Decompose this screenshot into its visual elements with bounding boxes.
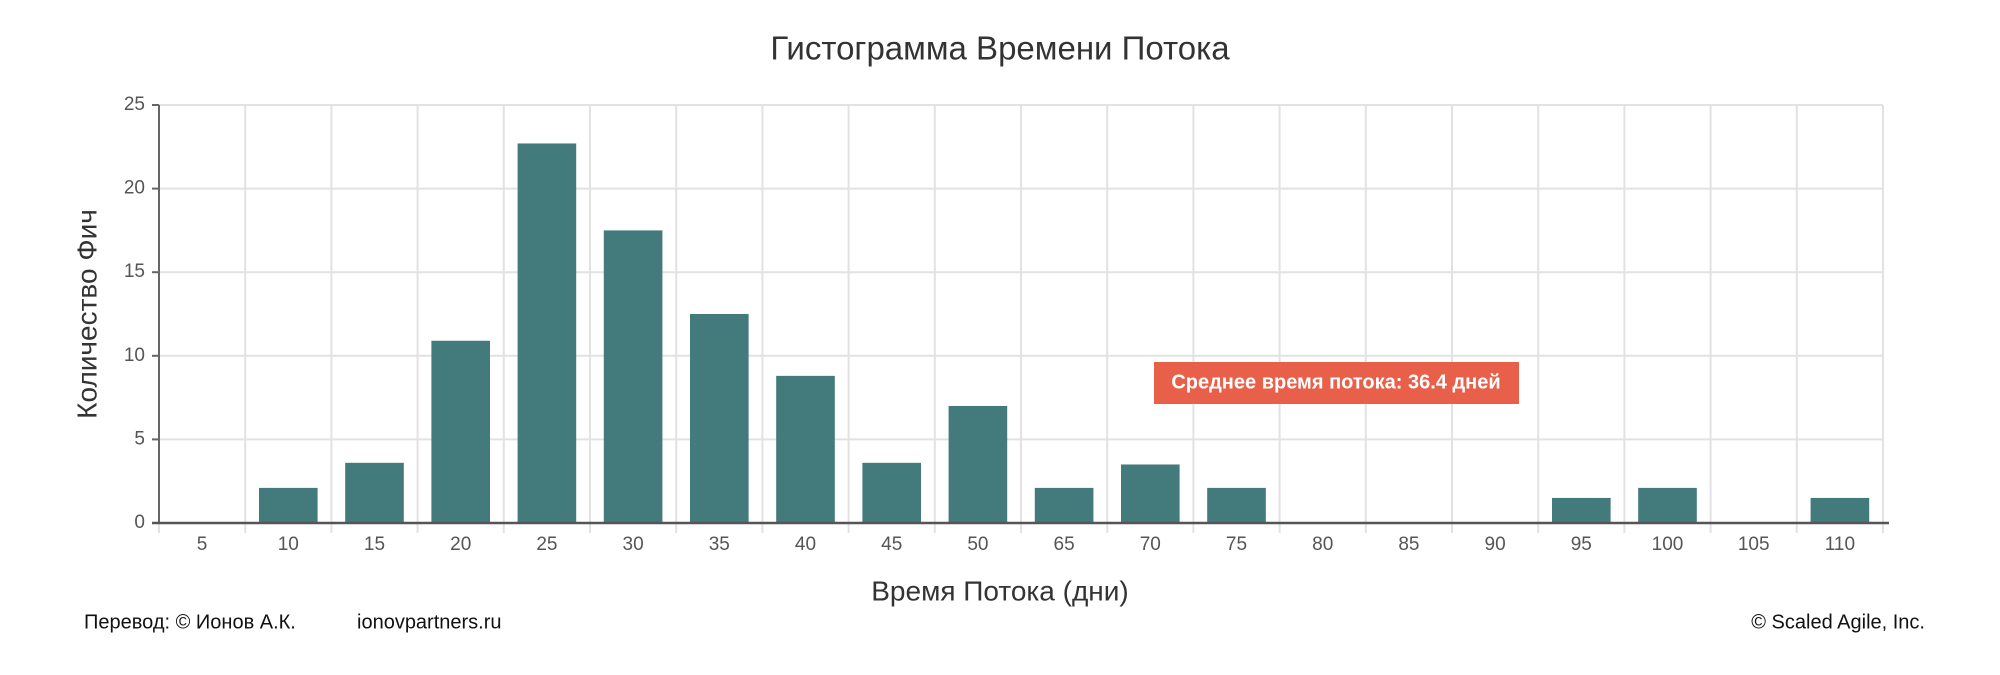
bar xyxy=(689,314,749,523)
y-tick-label: 10 xyxy=(124,345,145,366)
x-tick-label: 15 xyxy=(364,534,385,555)
bar xyxy=(258,487,318,523)
bar xyxy=(1034,487,1094,523)
x-tick-label: 65 xyxy=(1054,534,1075,555)
x-tick-label: 50 xyxy=(967,534,988,555)
annotation-box xyxy=(1154,362,1519,404)
bar xyxy=(948,405,1008,523)
annotation: Среднее время потока: 36.4 дней xyxy=(1171,371,1500,393)
y-tick-label: 20 xyxy=(124,178,145,199)
bar xyxy=(345,462,404,523)
x-tick-label: 70 xyxy=(1140,534,1161,555)
plot-area: 0 5 10 15 20 25 5 10 15 20 25 30 35 40 45 50 65 70 75 80 85 9… xyxy=(124,94,1889,555)
y-tick-label: 15 xyxy=(124,261,145,282)
x-tick-label: 85 xyxy=(1398,534,1419,555)
footer-site: ionovpartners.ru xyxy=(357,611,502,633)
bar xyxy=(1551,497,1611,523)
x-tick-label: 45 xyxy=(881,534,902,555)
bar xyxy=(603,230,663,523)
y-tick-label: 0 xyxy=(134,512,145,533)
x-tick-label: 5 xyxy=(197,534,208,555)
bar xyxy=(862,462,922,523)
x-tick-label: 100 xyxy=(1652,534,1684,555)
bar xyxy=(1207,487,1266,523)
x-tick-label: 20 xyxy=(450,534,471,555)
chart-title: Гистограмма Времени Потока xyxy=(770,30,1230,67)
x-tick-label: 110 xyxy=(1825,534,1855,555)
x-tick-label: 10 xyxy=(278,534,299,555)
bar xyxy=(1638,487,1697,523)
y-tick-label: 25 xyxy=(124,94,145,115)
x-tick-label: 30 xyxy=(623,534,644,555)
x-tick-label: 95 xyxy=(1571,534,1592,555)
x-tick-label: 105 xyxy=(1738,534,1770,555)
y-tick-label: 5 xyxy=(134,428,145,449)
x-tick-label: 40 xyxy=(795,534,816,555)
x-tick-label: 75 xyxy=(1226,534,1247,555)
x-axis-label: Время Потока (дни) xyxy=(871,575,1128,606)
x-tick-label: 80 xyxy=(1312,534,1333,555)
bar xyxy=(517,143,577,523)
x-tick-label: 35 xyxy=(709,534,730,555)
x-tick-label: 90 xyxy=(1485,534,1506,555)
footer-copyright: © Scaled Agile, Inc. xyxy=(1751,611,1925,633)
bar xyxy=(431,340,491,523)
bar xyxy=(776,375,835,523)
y-axis-label: Количество Фич xyxy=(71,209,102,419)
bar xyxy=(1810,497,1870,523)
bar xyxy=(1120,464,1180,523)
footer-translation: Перевод: © Ионов А.К. xyxy=(84,611,296,633)
x-tick-label: 25 xyxy=(536,534,557,555)
